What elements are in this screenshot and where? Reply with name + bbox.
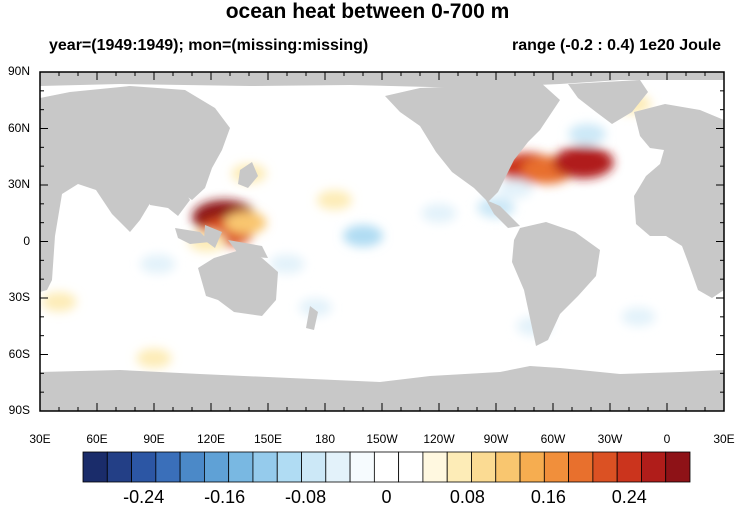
anomaly-patch xyxy=(553,146,614,179)
y-tick-label: 60S xyxy=(8,346,30,361)
x-tick-label: 90W xyxy=(483,432,509,446)
y-tick-label: 90S xyxy=(8,403,30,417)
colorbar-label: 0.08 xyxy=(449,487,485,507)
x-tick-label: 120E xyxy=(196,432,226,446)
colorbar-box xyxy=(446,451,472,483)
colorbar-box xyxy=(131,451,157,483)
colorbar-label: 0.24 xyxy=(611,487,647,507)
colorbar-box xyxy=(616,451,642,483)
anomaly-patch xyxy=(497,178,533,199)
x-tick-label: 120W xyxy=(423,432,455,446)
colorbar-box xyxy=(82,451,108,483)
chart-subtitle-left: year=(1949:1949); mon=(missing:missing) xyxy=(49,37,369,54)
y-tick-label: 90N xyxy=(7,64,30,78)
colorbar-box xyxy=(106,451,132,483)
chart-subtitle-right: range (-0.2 : 0.4) 1e20 Joule xyxy=(512,37,721,54)
anomaly-patch xyxy=(140,254,176,274)
colorbar-box xyxy=(276,451,302,483)
x-tick-label: 30E xyxy=(713,432,735,446)
colorbar-box xyxy=(398,451,424,483)
colorbar-box xyxy=(228,451,254,483)
x-tick-label: 60W xyxy=(540,432,566,446)
x-tick-label: 0 xyxy=(663,432,671,446)
anomaly-patch xyxy=(343,224,383,247)
colorbar-box xyxy=(471,451,497,483)
anomaly-patch xyxy=(224,211,267,235)
colorbar-box xyxy=(422,451,448,483)
colorbar-box xyxy=(495,451,521,483)
anomaly-patch xyxy=(41,291,77,312)
x-tick-label: 150W xyxy=(366,432,398,446)
anomaly-patch xyxy=(269,254,305,274)
chart-title: ocean heat between 0-700 m xyxy=(225,0,510,23)
x-tick-label: 30E xyxy=(29,432,51,446)
colorbar-box xyxy=(155,451,181,483)
colorbar-label: -0.24 xyxy=(123,487,165,507)
colorbar-box xyxy=(665,451,691,483)
colorbar-box xyxy=(325,451,351,483)
x-tick-label: 90E xyxy=(143,432,165,446)
anomaly-patch xyxy=(568,123,606,145)
colorbar-box xyxy=(592,451,618,483)
colorbar-label: -0.16 xyxy=(204,487,246,507)
anomaly-patch xyxy=(421,203,457,224)
colorbar-box xyxy=(179,451,205,483)
colorbar-label: 0.16 xyxy=(530,487,566,507)
anomaly-patch xyxy=(136,348,172,369)
colorbar-label: 0 xyxy=(381,487,392,507)
colorbar xyxy=(82,451,691,483)
colorbar-box xyxy=(519,451,545,483)
colorbar-box xyxy=(543,451,570,483)
colorbar-label: -0.08 xyxy=(285,487,327,507)
y-tick-label: 30N xyxy=(7,177,30,191)
x-tick-label: 180 xyxy=(314,432,336,446)
colorbar-box xyxy=(203,451,230,483)
colorbar-box xyxy=(641,451,667,483)
y-tick-label: 60N xyxy=(7,120,30,135)
colorbar-box xyxy=(373,451,400,483)
colorbar-box xyxy=(252,451,278,483)
y-tick-label: 0 xyxy=(23,233,30,248)
colorbar-box xyxy=(349,451,375,483)
x-tick-label: 30W xyxy=(597,432,623,446)
anomaly-patch xyxy=(299,298,332,317)
y-tick-label: 30S xyxy=(8,290,30,304)
anomaly-patch xyxy=(621,307,656,327)
colorbar-box xyxy=(568,451,594,483)
x-tick-label: 60E xyxy=(86,432,108,446)
anomaly-patch xyxy=(316,190,353,210)
colorbar-box xyxy=(301,451,327,483)
axis-ticks xyxy=(39,71,725,412)
x-tick-label: 150E xyxy=(253,432,283,446)
